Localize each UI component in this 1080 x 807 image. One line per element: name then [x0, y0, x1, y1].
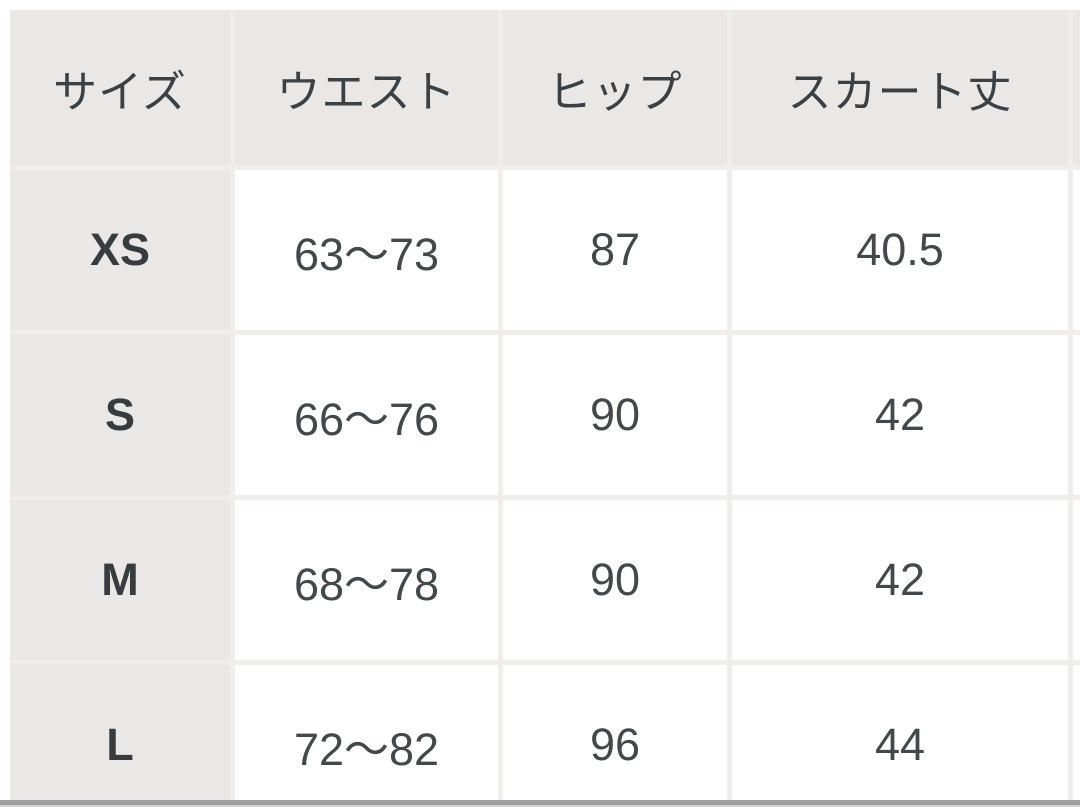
- row-s-skirt-length-value: 42: [732, 335, 1068, 495]
- row-l-size-label: L: [10, 665, 230, 800]
- row-m-size-label: M: [10, 500, 230, 660]
- row-xs-skirt-length-value: 40.5: [732, 170, 1068, 330]
- bottom-divider: [0, 800, 1080, 805]
- header-cell-skirt-length: スカート丈: [732, 10, 1068, 165]
- header-cell-waist: ウエスト: [235, 10, 498, 165]
- row-l-waist-value: 72〜82: [235, 665, 498, 800]
- row-s-waist-value: 66〜76: [235, 335, 498, 495]
- header-cell-extra-cropped: [1073, 10, 1080, 165]
- row-m-waist-value: 68〜78: [235, 500, 498, 660]
- row-xs-size-label: XS: [10, 170, 230, 330]
- row-m-extra-cropped: [1073, 500, 1080, 660]
- row-m-skirt-length-value: 42: [732, 500, 1068, 660]
- bottom-divider-shadow: [0, 805, 1080, 807]
- header-cell-size: サイズ: [10, 10, 230, 165]
- row-s-extra-cropped: [1073, 335, 1080, 495]
- row-m-hip-value: 90: [503, 500, 727, 660]
- row-l-skirt-length-value: 44: [732, 665, 1068, 800]
- row-xs-waist-value: 63〜73: [235, 170, 498, 330]
- row-xs-hip-value: 87: [503, 170, 727, 330]
- row-s-hip-value: 90: [503, 335, 727, 495]
- size-chart-table: サイズ ウエスト ヒップ スカート丈 XS 63〜73 87 40.5 S 66…: [10, 10, 1080, 800]
- row-s-size-label: S: [10, 335, 230, 495]
- row-xs-extra-cropped: [1073, 170, 1080, 330]
- row-l-extra-cropped: [1073, 665, 1080, 800]
- header-cell-hip: ヒップ: [503, 10, 727, 165]
- row-l-hip-value: 96: [503, 665, 727, 800]
